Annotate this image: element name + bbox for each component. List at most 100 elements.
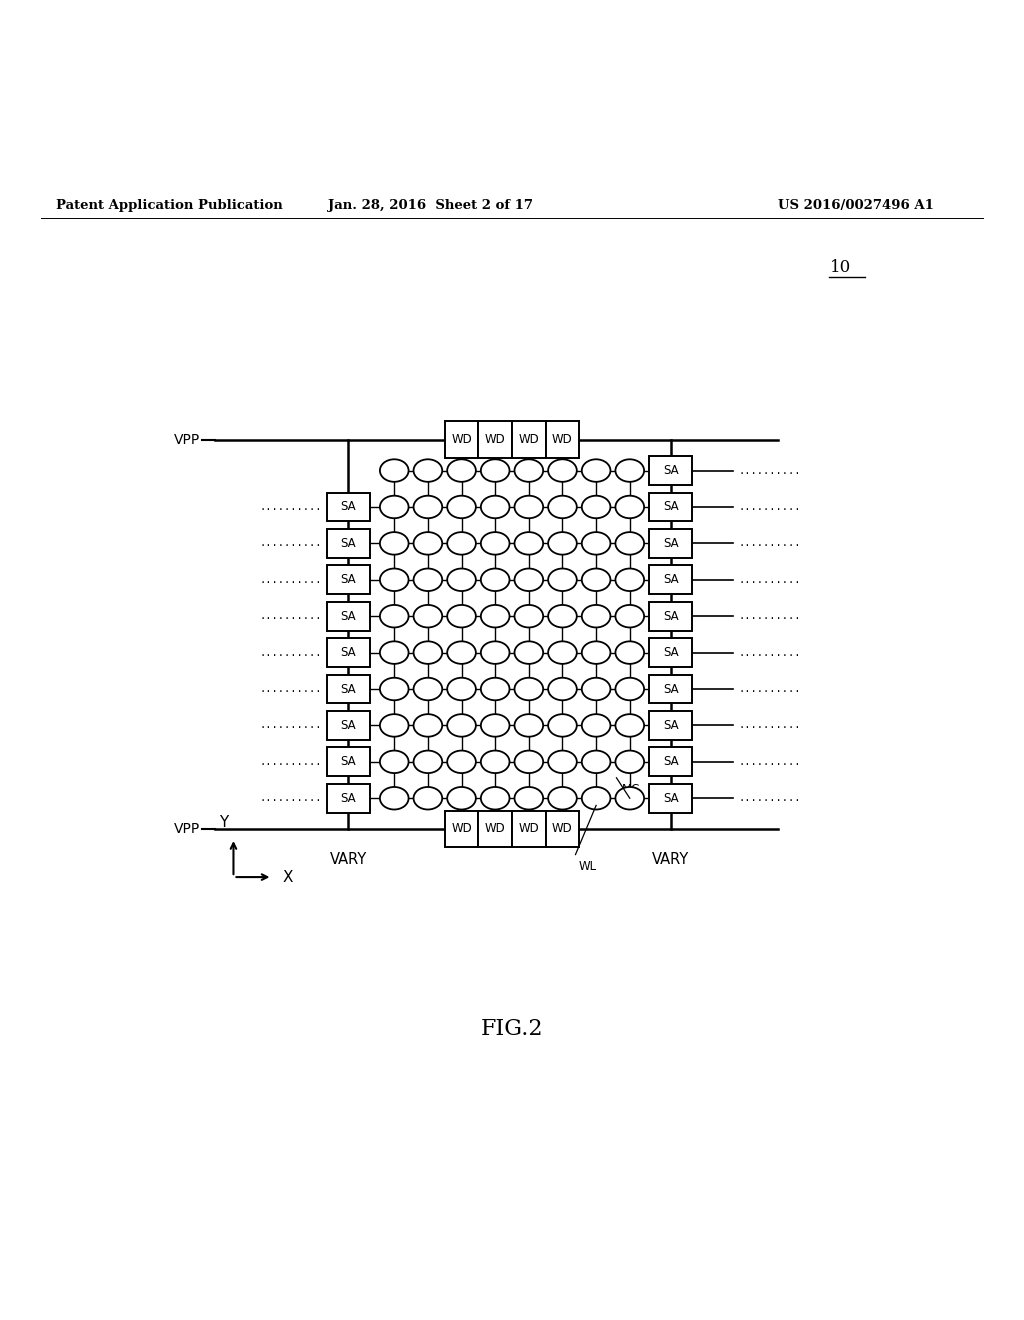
Text: SA: SA [340, 573, 356, 586]
Ellipse shape [414, 787, 442, 809]
Bar [649, 602, 692, 631]
Ellipse shape [447, 605, 476, 627]
Ellipse shape [548, 459, 577, 482]
Bar [546, 810, 580, 847]
Text: ..........: .......... [259, 574, 322, 585]
Ellipse shape [481, 751, 510, 774]
Ellipse shape [481, 532, 510, 554]
Ellipse shape [582, 605, 610, 627]
Ellipse shape [615, 714, 644, 737]
Ellipse shape [380, 642, 409, 664]
Text: WD: WD [552, 433, 572, 446]
Text: ..........: .......... [738, 611, 801, 622]
Text: SA: SA [340, 500, 356, 513]
Bar [649, 565, 692, 594]
Text: ..........: .......... [738, 684, 801, 694]
Ellipse shape [380, 569, 409, 591]
Ellipse shape [481, 714, 510, 737]
Ellipse shape [447, 496, 476, 519]
Text: VARY: VARY [330, 853, 367, 867]
Ellipse shape [514, 787, 543, 809]
Ellipse shape [615, 751, 644, 774]
Ellipse shape [548, 714, 577, 737]
Bar [327, 602, 370, 631]
Ellipse shape [481, 459, 510, 482]
Text: WL: WL [579, 859, 597, 873]
Ellipse shape [582, 459, 610, 482]
Ellipse shape [514, 459, 543, 482]
Ellipse shape [447, 569, 476, 591]
Bar [327, 565, 370, 594]
Ellipse shape [414, 459, 442, 482]
Ellipse shape [615, 532, 644, 554]
Ellipse shape [548, 677, 577, 701]
Text: ..........: .......... [259, 793, 322, 804]
Ellipse shape [481, 642, 510, 664]
Ellipse shape [582, 714, 610, 737]
Text: SA: SA [663, 537, 679, 550]
Ellipse shape [548, 642, 577, 664]
Text: SA: SA [340, 792, 356, 805]
Ellipse shape [380, 714, 409, 737]
Text: SA: SA [340, 537, 356, 550]
Text: SA: SA [663, 645, 679, 659]
Bar [327, 784, 370, 813]
Ellipse shape [414, 677, 442, 701]
Bar [512, 421, 546, 458]
Ellipse shape [414, 642, 442, 664]
Ellipse shape [582, 677, 610, 701]
Ellipse shape [414, 751, 442, 774]
Ellipse shape [380, 532, 409, 554]
Text: WD: WD [452, 433, 472, 446]
Text: SA: SA [663, 500, 679, 513]
Ellipse shape [514, 532, 543, 554]
Ellipse shape [447, 532, 476, 554]
Ellipse shape [514, 605, 543, 627]
Text: WD: WD [518, 822, 540, 836]
Text: Y: Y [218, 814, 228, 830]
Text: Patent Application Publication: Patent Application Publication [56, 199, 283, 211]
Text: WD: WD [518, 433, 540, 446]
Bar [444, 421, 478, 458]
Text: SA: SA [340, 645, 356, 659]
Bar [327, 639, 370, 667]
Bar [649, 529, 692, 558]
Ellipse shape [514, 569, 543, 591]
Text: MC: MC [622, 783, 640, 796]
Bar [649, 675, 692, 704]
Ellipse shape [414, 496, 442, 519]
Text: SA: SA [663, 573, 679, 586]
Bar [649, 639, 692, 667]
Text: ..........: .......... [738, 539, 801, 548]
Text: ..........: .......... [259, 721, 322, 730]
Ellipse shape [615, 459, 644, 482]
Text: ..........: .......... [738, 793, 801, 804]
Ellipse shape [615, 787, 644, 809]
Text: ..........: .......... [259, 756, 322, 767]
Text: VPP: VPP [173, 433, 200, 447]
Text: US 2016/0027496 A1: US 2016/0027496 A1 [778, 199, 934, 211]
Text: ..........: .......... [738, 574, 801, 585]
Ellipse shape [548, 751, 577, 774]
Bar [327, 529, 370, 558]
Bar [546, 421, 580, 458]
Text: 10: 10 [829, 259, 851, 276]
Bar [649, 784, 692, 813]
Text: SA: SA [663, 610, 679, 623]
Ellipse shape [548, 532, 577, 554]
Ellipse shape [582, 751, 610, 774]
Ellipse shape [615, 496, 644, 519]
Ellipse shape [548, 605, 577, 627]
Ellipse shape [615, 677, 644, 701]
Text: ..........: .......... [738, 466, 801, 475]
Text: WD: WD [484, 822, 506, 836]
Text: WD: WD [552, 822, 572, 836]
Text: ..........: .......... [738, 648, 801, 657]
Text: ..........: .......... [738, 756, 801, 767]
Ellipse shape [380, 677, 409, 701]
Ellipse shape [582, 496, 610, 519]
Text: FIG.2: FIG.2 [480, 1018, 544, 1040]
Ellipse shape [514, 714, 543, 737]
Ellipse shape [380, 605, 409, 627]
Ellipse shape [582, 642, 610, 664]
